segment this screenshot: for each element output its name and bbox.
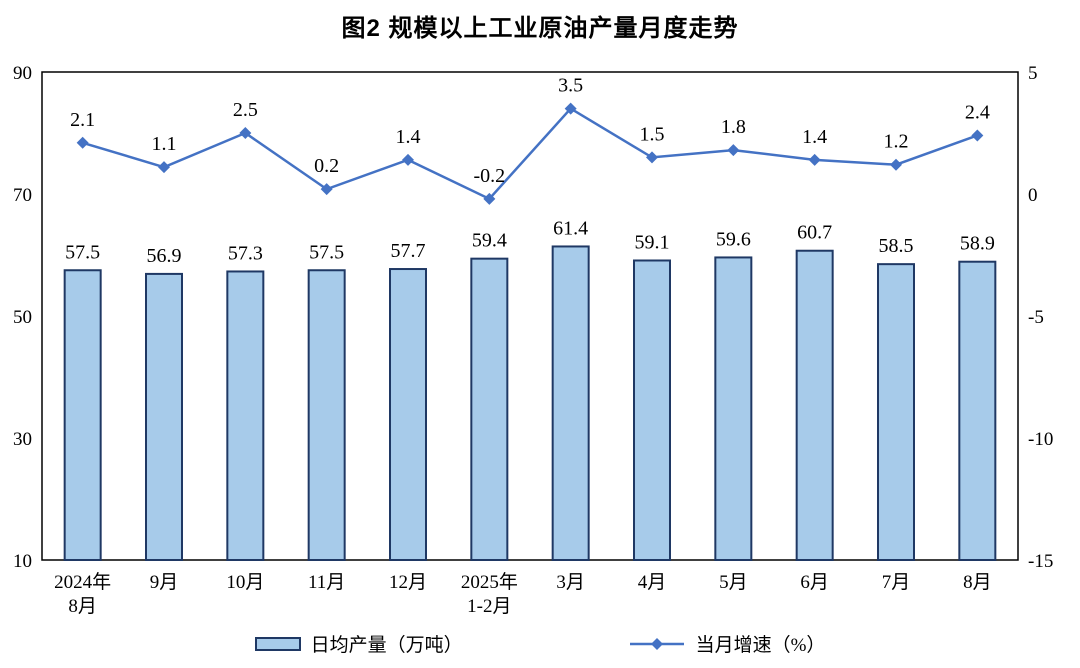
x-axis-label: 10月 (226, 572, 264, 593)
diamond-marker (890, 158, 902, 171)
x-axis-label: 11月 (308, 572, 345, 593)
bar (145, 272, 183, 561)
bar-value-label: 57.7 (391, 240, 426, 262)
line-value-label: 2.4 (965, 101, 990, 123)
line-swatch-icon (629, 637, 684, 650)
bar-swatch-icon (254, 636, 301, 651)
bar (63, 269, 102, 561)
x-axis-label: 2025年 1-2月 (461, 571, 518, 617)
right-axis-tick: 5 (1028, 63, 1038, 84)
diamond-marker (646, 151, 658, 164)
x-axis-label: 6月 (800, 572, 829, 593)
left-axis-tick: 50 (13, 307, 32, 328)
bar (958, 260, 997, 561)
line-value-label: 1.4 (396, 126, 421, 148)
x-axis-label: 12月 (389, 572, 427, 593)
diamond-marker (239, 127, 252, 139)
right-axis-tick: -5 (1028, 307, 1044, 328)
legend-label-production: 日均产量（万吨） (310, 635, 463, 656)
left-axis-tick: 90 (13, 63, 32, 84)
line-value-label: 1.8 (721, 116, 746, 138)
x-axis-label: 3月 (556, 572, 585, 593)
bar-value-label: 57.5 (309, 241, 344, 263)
right-axis-tick: -10 (1028, 429, 1053, 450)
bar-value-label: 57.5 (65, 241, 100, 263)
bar-value-label: 57.3 (228, 242, 263, 264)
line-value-label: 3.5 (558, 75, 583, 97)
diamond-marker (808, 153, 821, 166)
diamond-marker (76, 136, 89, 149)
bar (389, 268, 427, 561)
bar (551, 245, 590, 562)
line-value-label: 2.1 (70, 109, 95, 131)
left-axis-tick: 10 (13, 551, 32, 572)
legend-label-growth: 当月增速（%） (695, 635, 826, 656)
bar (795, 249, 834, 561)
chart-title: 图2 规模以上工业原油产量月度走势 (341, 15, 739, 42)
line-value-label: 1.5 (640, 123, 665, 145)
bar (877, 263, 915, 561)
legend-item-production: 日均产量（万吨） (254, 630, 463, 657)
left-axis-tick: 30 (13, 429, 32, 450)
bar (226, 270, 265, 561)
bar (633, 259, 671, 561)
bar-value-label: 58.9 (960, 233, 995, 255)
line-value-label: 0.2 (314, 155, 339, 177)
right-axis-tick: 0 (1028, 185, 1038, 206)
x-axis-label: 2024年 8月 (54, 571, 111, 617)
diamond-marker (971, 129, 984, 142)
bar-value-label: 60.7 (797, 222, 832, 244)
plot-frame (41, 71, 1019, 561)
bar-value-label: 59.1 (635, 231, 670, 253)
bar-value-label: 59.4 (472, 230, 507, 252)
bar (714, 256, 753, 561)
line-value-label: -0.2 (473, 165, 505, 187)
x-axis-label: 7月 (882, 572, 911, 593)
line-value-label: 1.2 (884, 131, 909, 153)
bar-value-label: 59.6 (716, 228, 751, 250)
chart-legend: 日均产量（万吨） 当月增速（%） (0, 630, 1080, 657)
diamond-marker (483, 192, 496, 205)
trend-line (82, 106, 978, 201)
right-axis-tick: -15 (1028, 551, 1053, 572)
line-value-label: 1.1 (152, 133, 177, 155)
diamond-marker (727, 144, 740, 157)
x-axis-label: 9月 (150, 572, 179, 593)
legend-item-growth: 当月增速（%） (628, 630, 826, 657)
diamond-marker (320, 183, 333, 196)
diamond-marker (158, 161, 170, 174)
line-value-label: 1.4 (802, 126, 827, 148)
diamond-marker (402, 153, 414, 166)
x-axis-label: 4月 (638, 572, 667, 593)
left-axis-tick: 70 (13, 185, 32, 206)
diamond-marker (564, 102, 577, 115)
x-axis-label: 8月 (963, 572, 992, 593)
bar-value-label: 61.4 (553, 217, 588, 239)
x-axis-label: 5月 (719, 572, 748, 593)
bar-value-label: 58.5 (879, 235, 914, 257)
bar (470, 257, 509, 561)
line-value-label: 2.5 (233, 99, 258, 121)
bar-value-label: 56.9 (147, 245, 182, 267)
bar (307, 269, 346, 561)
